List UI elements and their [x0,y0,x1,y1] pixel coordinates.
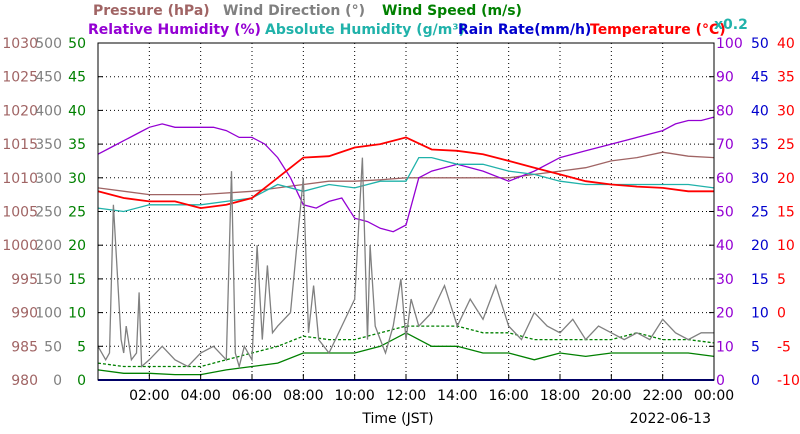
x-tick-label: 14:00 [437,388,477,404]
tick-label-temperature: 30 [777,103,795,119]
tick-label-rain-rate: 35 [751,137,769,153]
tick-label-relative-humidity: 50 [716,205,734,221]
tick-label-wind-speed: 35 [68,137,86,153]
tick-label-wind-direction: 350 [35,137,62,153]
x-tick-label: 00:00 [694,388,734,404]
tick-label-wind-speed: 50 [68,36,86,52]
tick-label-pressure: 1010 [2,171,38,187]
x-tick-label: 18:00 [540,388,580,404]
tick-label-rain-rate: 45 [751,70,769,86]
tick-label-relative-humidity: 10 [716,339,734,355]
x-tick-label: 22:00 [642,388,682,404]
tick-label-relative-humidity: 80 [716,103,734,119]
x-tick-label: 06:00 [232,388,272,404]
tick-label-pressure: 980 [11,373,38,389]
tick-label-wind-speed: 25 [68,205,86,221]
tick-label-wind-speed: 15 [68,272,86,288]
x-tick-label: 10:00 [334,388,374,404]
x-tick-label: 04:00 [180,388,220,404]
tick-label-temperature: 40 [777,36,795,52]
tick-label-temperature: 10 [777,238,795,254]
tick-label-relative-humidity: 40 [716,238,734,254]
tick-label-rain-rate: 15 [751,272,769,288]
tick-label-rain-rate: 25 [751,205,769,221]
tick-label-wind-direction: 400 [35,103,62,119]
tick-label-wind-direction: 450 [35,70,62,86]
date-label: 2022-06-13 [630,411,711,427]
legend-temperature: Temperature (°C) [590,22,726,38]
tick-label-wind-direction: 150 [35,272,62,288]
tick-label-rain-rate: 40 [751,103,769,119]
x-tick-label: 12:00 [386,388,426,404]
tick-label-pressure: 985 [11,339,38,355]
rain-scale-note: x0.2 [714,17,748,33]
legend-wind-direction: Wind Direction (°) [223,3,365,19]
series-line-temperature-c [97,136,714,210]
legend-relative-humidity: Relative Humidity (%) [88,22,261,38]
tick-label-wind-direction: 0 [53,373,62,389]
tick-label-temperature: -5 [777,339,791,355]
tick-label-relative-humidity: 70 [716,137,734,153]
tick-label-wind-direction: 50 [44,339,62,355]
legend-wind-speed: Wind Speed (m/s) [382,3,522,19]
legend-rain-rate: Rain Rate(mm/h) [458,22,591,38]
tick-label-relative-humidity: 90 [716,70,734,86]
tick-label-wind-speed: 5 [77,339,86,355]
plot-frame [97,42,715,381]
tick-label-wind-speed: 10 [68,306,86,322]
tick-label-temperature: 25 [777,137,795,153]
tick-label-temperature: 0 [777,306,786,322]
tick-label-rain-rate: 30 [751,171,769,187]
grid-lines [98,43,714,380]
tick-label-wind-speed: 0 [77,373,86,389]
tick-label-rain-rate: 0 [751,373,760,389]
legend-absolute-humidity: Absolute Humidity (g/m³) [265,22,465,38]
tick-label-temperature: 35 [777,70,795,86]
tick-label-relative-humidity: 20 [716,306,734,322]
tick-label-wind-direction: 250 [35,205,62,221]
tick-label-temperature: 20 [777,171,795,187]
tick-label-wind-direction: 300 [35,171,62,187]
tick-label-pressure: 990 [11,306,38,322]
tick-label-relative-humidity: 30 [716,272,734,288]
tick-label-rain-rate: 10 [751,306,769,322]
tick-label-wind-direction: 100 [35,306,62,322]
tick-label-relative-humidity: 100 [716,36,743,52]
tick-label-pressure: 995 [11,272,38,288]
tick-label-temperature: -10 [777,373,800,389]
tick-label-wind-speed: 40 [68,103,86,119]
series-lines [97,116,715,381]
tick-label-rain-rate: 5 [751,339,760,355]
tick-label-relative-humidity: 60 [716,171,734,187]
tick-label-pressure: 1025 [2,70,38,86]
tick-label-wind-direction: 500 [35,36,62,52]
tick-label-pressure: 1000 [2,238,38,254]
series-line-wind-speed-gust-m-s [97,325,715,368]
x-tick-label: 20:00 [591,388,631,404]
tick-label-pressure: 1030 [2,36,38,52]
x-axis-label: Time (JST) [361,411,433,427]
tick-label-rain-rate: 50 [751,36,769,52]
tick-label-wind-direction: 200 [35,238,62,254]
series-line-pressure-hpa [97,151,715,196]
tick-label-temperature: 15 [777,205,795,221]
x-tick-label: 08:00 [283,388,323,404]
tick-label-pressure: 1015 [2,137,38,153]
tick-label-temperature: 5 [777,272,786,288]
tick-label-pressure: 1020 [2,103,38,119]
tick-label-relative-humidity: 0 [716,373,725,389]
tick-label-wind-speed: 45 [68,70,86,86]
tick-label-wind-speed: 30 [68,171,86,187]
legend-pressure: Pressure (hPa) [93,3,210,19]
series-line-relative-humidity [97,116,715,233]
axis-tick-labels: 9809859909951000100510101015102010251030… [2,36,800,404]
tick-label-wind-speed: 20 [68,238,86,254]
x-tick-label: 02:00 [129,388,169,404]
series-line-wind-direction [97,157,714,369]
x-tick-label: 16:00 [488,388,528,404]
tick-label-pressure: 1005 [2,205,38,221]
tick-label-rain-rate: 20 [751,238,769,254]
